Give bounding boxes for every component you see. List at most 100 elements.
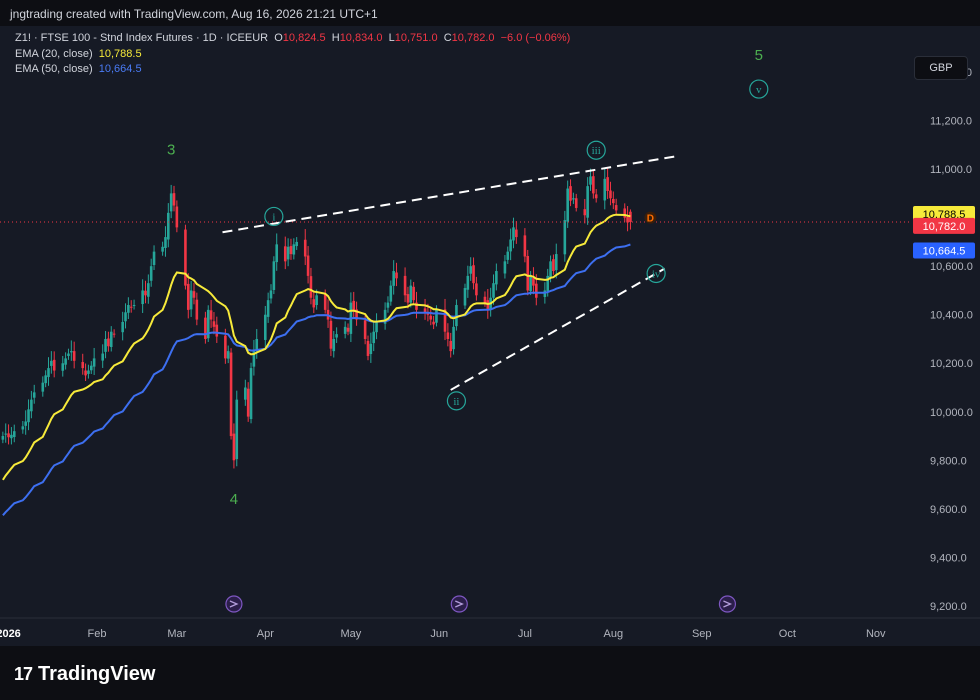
candle-body (463, 288, 467, 306)
candle-body (109, 331, 113, 347)
price-chart[interactable]: 11,400.011,200.011,000.010,600.010,400.0… (0, 26, 980, 646)
candle-body (226, 351, 230, 359)
candle-body (164, 237, 167, 248)
ema20-legend[interactable]: EMA (20, close) 10,788.5 (15, 48, 142, 60)
candle-body (392, 271, 395, 286)
ema50-legend[interactable]: EMA (50, close) 10,664.5 (15, 63, 142, 75)
candle-body (429, 315, 433, 320)
candle-body (594, 194, 598, 199)
candle-body (603, 178, 607, 201)
event-marker-icon (225, 595, 243, 613)
footer-bar: 17 TradingView (0, 646, 980, 700)
candle-body (309, 276, 313, 298)
candle-body (366, 340, 370, 356)
candle-body (4, 433, 8, 435)
candle-body (275, 244, 279, 263)
wave-label: 3 (167, 142, 175, 159)
x-tick-label: Nov (866, 628, 886, 640)
candle-body (44, 375, 47, 384)
ema50-label: EMA (50, close) (15, 63, 93, 75)
candle-body (21, 426, 25, 430)
candle-body (563, 220, 567, 255)
candle-body (184, 229, 187, 286)
price-badge (913, 217, 975, 234)
wave-label: iv (652, 268, 661, 280)
candle-body (423, 308, 427, 313)
open-label: O (274, 32, 283, 44)
wave-label: i (272, 211, 275, 223)
candle-body (161, 246, 164, 252)
x-tick-label: Jun (430, 628, 448, 640)
candle-body (64, 358, 67, 365)
candle-body (369, 343, 373, 355)
tradingview-mark-icon: 17 (14, 664, 33, 684)
candle-body (229, 352, 233, 437)
low-value: 10,751.0 (394, 32, 438, 44)
y-tick-label: 9,600.0 (930, 504, 967, 516)
price-axis-panel (910, 26, 980, 646)
candle-body (12, 431, 16, 438)
candle-body (566, 188, 569, 222)
candle-body (355, 309, 358, 320)
y-tick-label: 9,400.0 (930, 552, 967, 564)
candle-body (609, 190, 612, 199)
candle-body (535, 283, 538, 298)
open-value: 10,824.5 (282, 32, 326, 44)
x-tick-label: May (340, 628, 361, 640)
candle-body (175, 206, 179, 228)
candle-body (266, 300, 270, 317)
candle-body (121, 322, 124, 333)
candle-body (475, 283, 478, 296)
candle-body (323, 294, 327, 310)
candle-body (72, 351, 76, 361)
candle-body (101, 353, 104, 361)
candle-body (312, 299, 316, 308)
x-tick-label: Mar (167, 628, 186, 640)
candle-body (543, 290, 547, 298)
wave-label: 4 (230, 491, 238, 508)
candle-body (626, 216, 629, 223)
candle-body (523, 235, 527, 257)
wave-label: v (756, 84, 762, 96)
candle-body (84, 370, 87, 376)
tradingview-logo[interactable]: 17 TradingView (14, 663, 155, 686)
currency-selector[interactable]: GBP (914, 56, 968, 80)
candle-body (554, 254, 558, 271)
ema20-value: 10,788.5 (98, 48, 142, 60)
wave-label: iii (592, 145, 601, 157)
y-tick-label: 10,000.0 (930, 407, 973, 419)
candle-body (406, 294, 410, 303)
x-tick-label: Sep (692, 628, 712, 640)
symbol-legend[interactable]: Z1! · FTSE 100 - Stnd Index Futures · 1D… (15, 32, 570, 44)
candle-body (466, 275, 470, 290)
candle-body (315, 295, 318, 306)
candle-body (292, 244, 296, 255)
x-tick-label: Oct (779, 628, 796, 640)
candle-body (224, 335, 227, 359)
y-tick-label: 10,400.0 (930, 310, 973, 322)
chart-pane[interactable]: 11,400.011,200.011,000.010,600.010,400.0… (0, 26, 980, 646)
candle-body (32, 392, 36, 398)
candle-body (629, 211, 632, 223)
trendline-dashed (450, 267, 666, 391)
candle-body (552, 259, 555, 272)
candle-body (81, 362, 85, 369)
candle-body (27, 409, 30, 423)
x-tick-label: Apr (257, 628, 274, 640)
candle-body (472, 265, 475, 284)
candle-body (147, 283, 150, 297)
candle-body (263, 314, 267, 340)
y-tick-label: 10,200.0 (930, 358, 973, 370)
wave-label: 5 (755, 47, 763, 64)
price-badge-label: 10,664.5 (923, 246, 966, 258)
y-tick-label: 9,200.0 (930, 601, 967, 613)
candle-body (255, 338, 259, 351)
candle-body (24, 421, 27, 426)
dividend-marker-label: D (647, 214, 654, 225)
candle-body (572, 198, 575, 200)
candle-body (529, 275, 532, 292)
high-value: 10,834.0 (339, 32, 383, 44)
change-value: −6.0 (−0.06%) (500, 32, 571, 44)
candle-body (141, 290, 144, 305)
wave-circle-icon (586, 140, 606, 160)
